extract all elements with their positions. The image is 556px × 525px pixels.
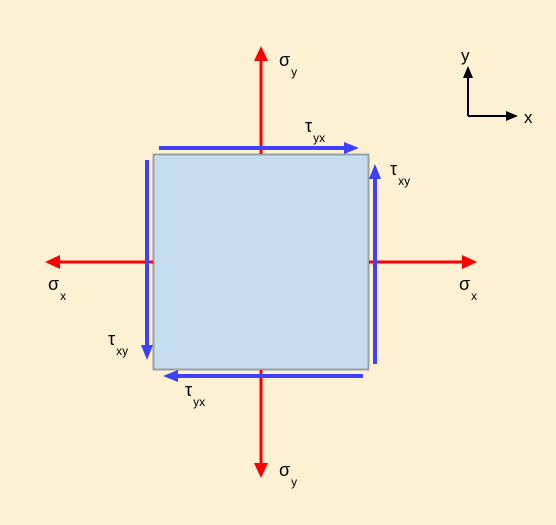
sigma_y_top_lbl: σy (279, 51, 297, 72)
symbol-sub: yx (193, 395, 205, 409)
symbol-main: τ (390, 159, 397, 179)
sigma_y_bottom_lbl: σy (279, 461, 297, 482)
symbol-sub: y (291, 475, 297, 489)
symbol-main: σ (279, 50, 290, 70)
symbol-sub: y (291, 65, 297, 79)
symbol-sub: xy (116, 344, 128, 358)
axis_x_lbl: x (524, 109, 533, 126)
symbol-sub: xy (398, 174, 410, 188)
tau_yx_top_lbl: τyx (305, 117, 325, 138)
axis_y_lbl: y (461, 47, 470, 64)
tau_yx_bottom_lbl: τyx (185, 381, 205, 402)
symbol-main: σ (279, 460, 290, 480)
symbol-main: σ (459, 274, 470, 294)
tau_xy_left_lbl: τxy (108, 330, 128, 351)
sigma_x_left_lbl: σx (48, 275, 66, 296)
stress-element (154, 155, 369, 370)
symbol-main: τ (185, 380, 192, 400)
symbol-main: τ (305, 116, 312, 136)
diagram-svg (0, 0, 556, 525)
symbol-main: τ (108, 329, 115, 349)
symbol-sub: x (60, 289, 66, 303)
symbol-sub: x (471, 289, 477, 303)
sigma_x_right_lbl: σx (459, 275, 477, 296)
tau_xy_right_lbl: τxy (390, 160, 410, 181)
stress-element-diagram: σyσyσxσxτyxτxyτxyτyxxy (0, 0, 556, 525)
symbol-main: σ (48, 274, 59, 294)
symbol-sub: yx (313, 131, 325, 145)
